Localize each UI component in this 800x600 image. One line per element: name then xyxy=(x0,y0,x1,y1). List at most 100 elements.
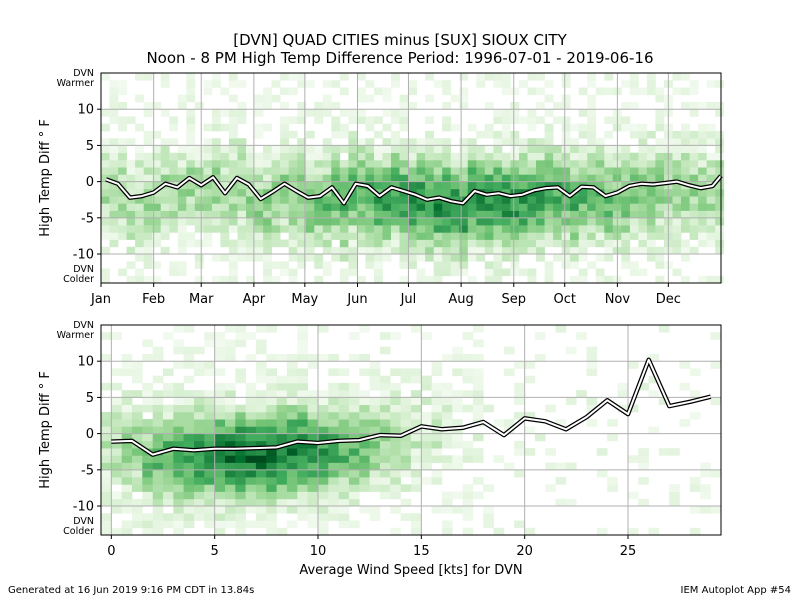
heatmap-cell xyxy=(305,80,315,88)
heatmap-cell xyxy=(408,152,417,161)
x-tick-label: 25 xyxy=(620,544,637,559)
heatmap-cell xyxy=(629,203,639,211)
heatmap-cell xyxy=(263,167,272,175)
heatmap-cell xyxy=(245,382,257,391)
heatmap-cell xyxy=(510,210,520,219)
heatmap-cell xyxy=(220,254,230,262)
heatmap-cell xyxy=(472,375,484,384)
heatmap-cell xyxy=(607,433,618,442)
colder-label: Colder xyxy=(63,526,94,537)
heatmap-cell xyxy=(317,477,329,485)
heatmap-cell xyxy=(271,159,281,168)
heatmap-cell xyxy=(501,167,511,175)
heatmap-cell xyxy=(459,225,469,233)
heatmap-cell xyxy=(314,261,324,269)
heatmap-cell xyxy=(365,239,375,248)
heatmap-cell xyxy=(527,145,537,153)
heatmap-cell xyxy=(101,419,112,427)
heatmap-cell xyxy=(604,167,614,175)
heatmap-cell xyxy=(183,419,195,427)
heatmap-cell xyxy=(646,159,656,168)
heatmap-cell xyxy=(462,491,474,500)
heatmap-cell xyxy=(561,73,571,81)
heatmap-cell xyxy=(536,232,545,240)
heatmap-cell xyxy=(484,210,494,219)
heatmap-cell xyxy=(433,188,443,197)
heatmap-cell xyxy=(254,239,264,248)
heatmap-cell xyxy=(519,159,528,168)
heatmap-cell xyxy=(225,513,236,521)
heatmap-cell xyxy=(501,80,511,88)
heatmap-cell xyxy=(121,426,133,434)
heatmap-cell xyxy=(246,210,255,219)
heatmap-cell xyxy=(317,520,329,529)
heatmap-cell xyxy=(126,181,136,190)
heatmap-cell xyxy=(160,152,170,161)
heatmap-cell xyxy=(254,232,264,240)
heatmap-cell xyxy=(536,87,545,96)
heatmap-cell xyxy=(416,152,426,161)
heatmap-cell xyxy=(501,196,511,204)
heatmap-cell xyxy=(348,196,358,204)
heatmap-cell xyxy=(715,167,725,175)
heatmap-cell xyxy=(101,513,112,521)
heatmap-cell xyxy=(152,411,164,420)
heatmap-cell xyxy=(169,167,179,175)
heatmap-cell xyxy=(186,87,196,96)
heatmap-cell xyxy=(374,254,383,262)
heatmap-cell xyxy=(514,448,525,456)
heatmap-cell xyxy=(211,159,221,168)
colder-label: DVN xyxy=(73,264,94,275)
heatmap-cell xyxy=(203,210,213,219)
heatmap-cell xyxy=(369,440,381,449)
heatmap-cell xyxy=(160,145,170,153)
heatmap-cell xyxy=(173,404,184,413)
heatmap-cell xyxy=(111,527,122,536)
heatmap-cell xyxy=(348,109,358,117)
heatmap-cell xyxy=(510,225,520,233)
heatmap-cell xyxy=(121,411,133,420)
heatmap-cell xyxy=(399,152,409,161)
heatmap-cell xyxy=(237,239,247,248)
heatmap-cell xyxy=(245,498,257,507)
heatmap-cell xyxy=(472,491,484,500)
heatmap-cell xyxy=(587,261,597,269)
heatmap-cell xyxy=(425,232,434,240)
heatmap-cell xyxy=(307,491,319,500)
heatmap-cell xyxy=(266,506,277,514)
heatmap-cell xyxy=(399,123,409,132)
heatmap-cell xyxy=(365,159,375,168)
heatmap-cell xyxy=(225,440,236,449)
heatmap-cell xyxy=(348,397,360,405)
heatmap-cell xyxy=(135,167,144,175)
heatmap-cell xyxy=(442,210,452,219)
heatmap-cell xyxy=(390,477,401,485)
heatmap-cell xyxy=(237,254,247,262)
heatmap-cell xyxy=(374,116,383,124)
heatmap-cell xyxy=(570,210,579,219)
heatmap-cell xyxy=(587,196,597,204)
heatmap-cell xyxy=(655,94,665,103)
heatmap-cell xyxy=(276,455,288,463)
heatmap-cell xyxy=(135,210,144,219)
heatmap-cell xyxy=(604,73,614,81)
heatmap-cell xyxy=(553,102,562,110)
heatmap-cell xyxy=(553,217,562,226)
heatmap-cell xyxy=(183,411,195,420)
heatmap-cell xyxy=(220,167,230,175)
heatmap-cell xyxy=(369,448,381,456)
heatmap-cell xyxy=(519,203,528,211)
heatmap-cell xyxy=(544,217,554,226)
heatmap-cell xyxy=(483,520,494,529)
heatmap-cell xyxy=(255,484,267,492)
heatmap-cell xyxy=(271,210,281,219)
heatmap-cell xyxy=(235,332,246,340)
heatmap-cell xyxy=(484,123,494,132)
heatmap-cell xyxy=(356,217,366,226)
heatmap-cell xyxy=(109,80,119,88)
heatmap-cell xyxy=(203,138,213,146)
heatmap-cell xyxy=(245,426,257,434)
heatmap-cell xyxy=(121,354,133,362)
heatmap-cell xyxy=(570,275,579,284)
heatmap-cell xyxy=(698,232,707,240)
